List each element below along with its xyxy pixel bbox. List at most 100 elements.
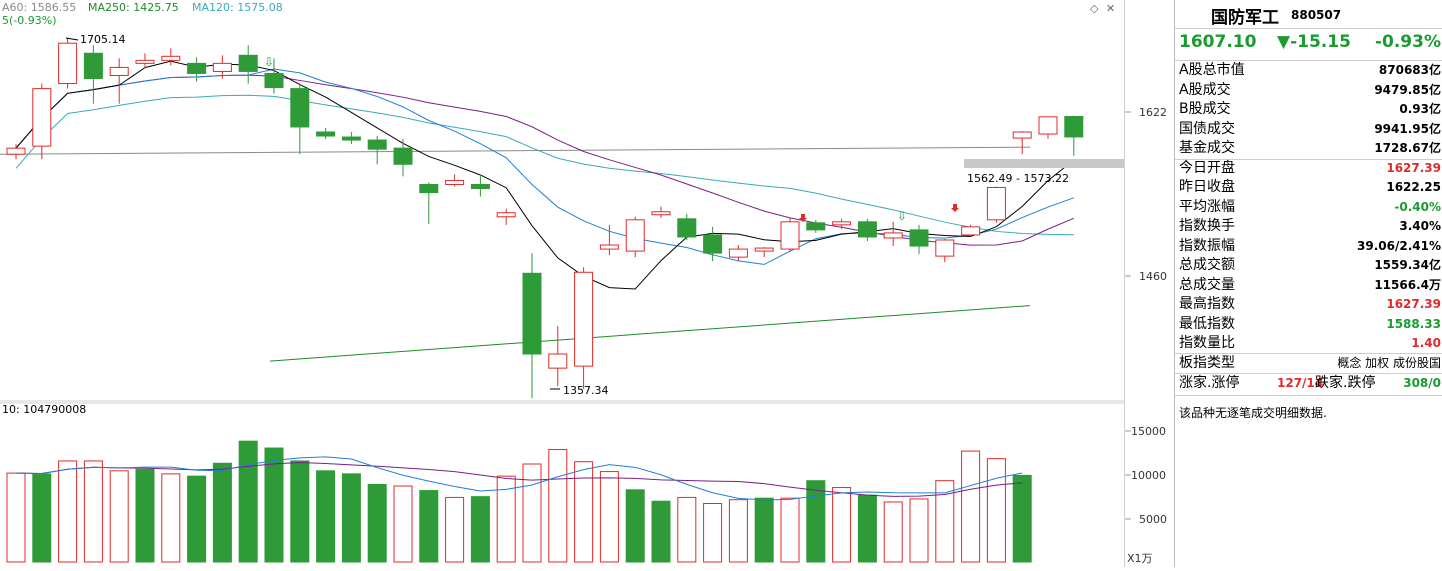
stats-row: 基金成交 1728.67亿 [1175,139,1442,158]
volume-bar [32,473,52,563]
volume-bar [909,498,929,563]
volume-bar [625,489,645,563]
volume-bar [316,470,336,563]
volume-bar [264,447,284,563]
candle-body [161,55,181,61]
candle-body [316,131,336,137]
candle-body [135,59,155,64]
volume-tick-label: 5000 [1139,513,1167,526]
ma120-line [15,94,1074,236]
up-count-label: 涨家.涨停 [1179,375,1240,391]
no-tick-data-note: 该品种无逐笔成交明细数据. [1179,406,1327,420]
stats-label: 今日开盘 [1179,159,1235,176]
candle-body [883,232,903,239]
volume-bar [135,468,155,563]
candle-body [1012,131,1032,139]
volume-bar [58,460,78,563]
divider [1175,353,1442,354]
candle-body [651,211,671,216]
candle-body [625,219,645,252]
volume-ma5-line [15,456,1023,501]
volume-bar [806,480,826,563]
price-change-pct: -0.93% [1374,32,1441,52]
candle-body [264,72,284,89]
stats-row: 国债成交 9941.95亿 [1175,120,1442,139]
stats-row: 最低指数 1588.33 [1175,315,1442,334]
divider [1175,373,1442,374]
price-tick-label: 1622 [1139,106,1167,119]
stats-row: 昨日收盘 1622.25 [1175,178,1442,197]
volume-bar [522,463,542,563]
stats-value: 1728.67亿 [1374,141,1441,155]
stats-value: 39.06/2.41% [1357,238,1441,253]
stats-label: 总成交额 [1179,257,1235,273]
sector-type-value[interactable]: 概念 加权 成份股国 [1337,356,1441,370]
candle-body [857,221,877,238]
stats-label: 国债成交 [1179,120,1235,137]
stats-value: 0.93亿 [1399,102,1441,116]
candle-body [445,179,465,185]
stats-row: A股总市值 870683亿 [1175,61,1442,80]
stats-label: 昨日收盘 [1179,179,1235,195]
breadth-row: 涨家.涨停 127/14 跌家.跌停 308/0 [1175,374,1442,393]
kline-chart-svg[interactable]: A60: 1586.55 MA250: 1425.75 MA120: 1575.… [0,0,1124,567]
change-label: 5(-0.93%) [2,14,57,27]
stats-label: A股成交 [1179,81,1231,98]
diamond-icon[interactable]: ◇ [1090,2,1099,15]
high-annotation: 1705.14 [80,33,126,46]
gap-bar [964,159,1124,168]
candle-body [58,42,78,85]
close-icon[interactable]: ✕ [1106,2,1115,15]
stats-label: 最高指数 [1179,296,1235,312]
stats-label: 指数换手 [1179,218,1235,234]
ma120-label: MA120: 1575.08 [192,1,283,14]
volume-bar [290,460,310,563]
volume-bar [238,440,258,563]
volume-bar [6,472,26,563]
down-signal-icon: ⇩ [264,55,274,69]
candle-body [728,248,748,258]
volume-bar [883,501,903,563]
volume-bar [754,497,774,563]
ma60-label: A60: 1586.55 [2,1,76,14]
candle-body [806,222,826,231]
volume-bar [961,450,981,563]
ma250-label: MA250: 1425.75 [88,1,179,14]
quote-row: 1607.10 ▼-15.15 -0.93% [1175,32,1442,54]
stats-value: 9479.85亿 [1374,82,1441,97]
candle-body [780,221,800,250]
candle-body [677,218,697,238]
index-name: 国防军工 [1211,8,1279,28]
volume-bar [470,496,490,563]
candle-body [367,139,387,150]
down-signal-icon: ⇩ [897,209,907,223]
gap-annotation: 1562.49 - 1573.22 [967,172,1069,185]
volume-tick-label: 10000 [1131,469,1166,482]
divider [1175,395,1442,396]
candle-body [419,183,439,194]
divider [1175,158,1442,160]
candle-body [961,226,981,236]
volume-bar [83,460,103,563]
candle-body [341,136,361,141]
ma60-line [0,146,1031,155]
volume-bar [187,475,207,563]
stats-label: 指数量比 [1179,335,1235,351]
volume-bar [651,500,671,563]
candle-body [393,147,413,165]
stats-row: 最高指数 1627.39 [1175,295,1442,314]
divider [1175,60,1442,61]
sector-type-label: 板指类型 [1179,355,1235,371]
right-axis: 1622 1460 15000 10000 5000 X1万 [1124,0,1175,567]
stats-label: 平均涨幅 [1179,198,1235,215]
stats-value: -0.40% [1394,199,1441,214]
candle-body [187,62,207,74]
chart-area[interactable]: A60: 1586.55 MA250: 1425.75 MA120: 1575.… [0,0,1124,567]
last-price: 1607.10 [1179,32,1257,52]
stats-label: 基金成交 [1179,140,1235,156]
candle-body [935,239,955,257]
stats-label: B股成交 [1179,101,1231,117]
stats-value: 1559.34亿 [1374,258,1441,272]
down-count-value: 308/0 [1403,376,1441,390]
candle-body [548,353,568,369]
